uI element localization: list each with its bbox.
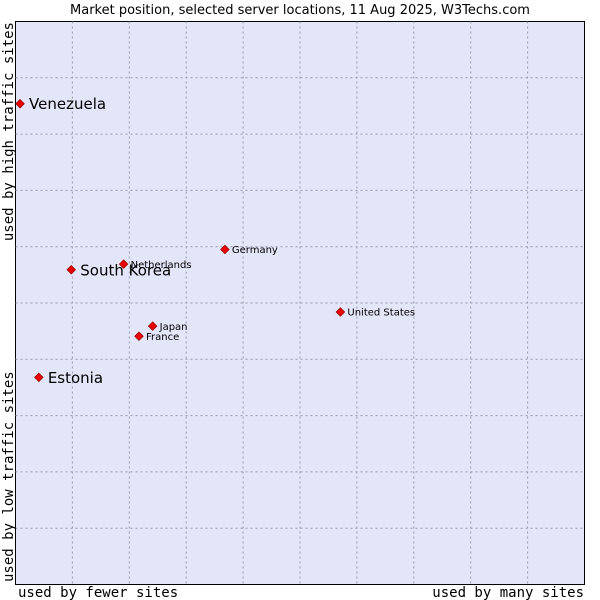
data-point-marker [66, 265, 77, 275]
data-point-label: United States [347, 308, 415, 319]
data-point-marker [15, 98, 25, 109]
x-axis-label-right: used by many sites [432, 585, 584, 600]
data-point-label: Japan [159, 322, 188, 333]
y-axis-label-top: used by high traffic sites [1, 22, 17, 241]
data-point-label: Germany [232, 245, 278, 256]
data-point-marker [335, 307, 346, 317]
data-point-marker [118, 259, 129, 269]
x-axis-label-left: used by fewer sites [18, 585, 178, 600]
chart-title: Market position, selected server locatio… [70, 3, 530, 18]
data-point-marker [134, 331, 144, 341]
data-points: Venezuela South Korea Estonia Netherlands Ge… [15, 95, 415, 387]
grid [15, 21, 585, 585]
data-point-label: France [146, 332, 179, 343]
y-axis-label-bottom: used by low traffic sites [1, 371, 17, 582]
data-point-marker [34, 372, 44, 383]
data-point-label: Venezuela [29, 95, 106, 113]
data-point-marker [220, 244, 230, 255]
data-point-label: South Korea [80, 261, 171, 279]
data-point-marker [147, 321, 158, 331]
data-point-label: Estonia [48, 369, 103, 387]
data-point-label: Netherlands [131, 260, 192, 271]
